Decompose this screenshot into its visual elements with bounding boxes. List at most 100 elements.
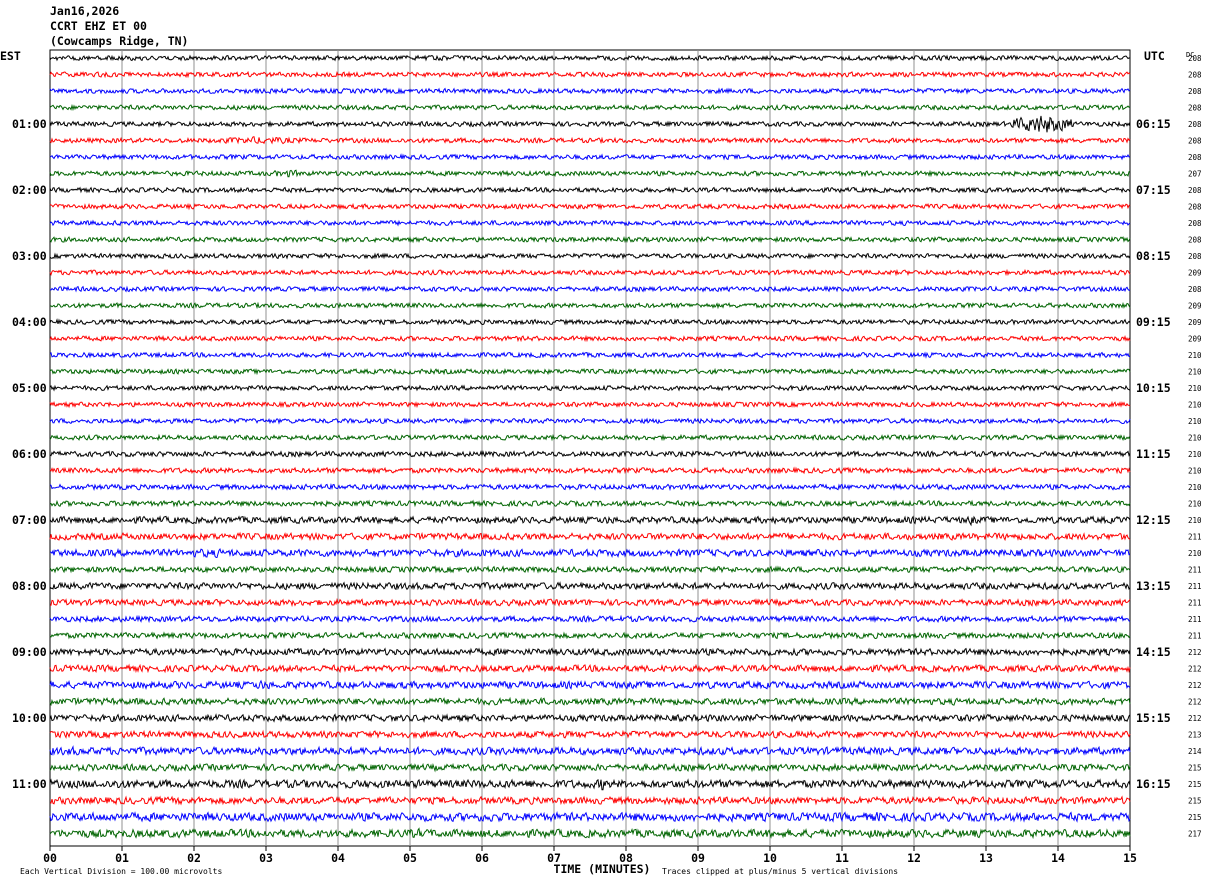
trace-line <box>49 499 1131 508</box>
dc-value-label: 210 <box>1188 500 1202 509</box>
dc-value-label: 208 <box>1188 54 1202 63</box>
est-time-label: 10:00 <box>12 711 47 725</box>
est-time-label: 01:00 <box>12 117 47 131</box>
trace-line <box>49 565 1131 574</box>
dc-value-label: 217 <box>1188 830 1202 839</box>
dc-value-label: 208 <box>1188 137 1202 146</box>
dc-value-label: 210 <box>1188 450 1202 459</box>
utc-time-label: 15:15 <box>1136 711 1171 725</box>
dc-value-label: 208 <box>1188 219 1202 228</box>
dc-value-label: 212 <box>1188 648 1202 657</box>
x-tick-label: 04 <box>331 851 345 865</box>
dc-value-label: 214 <box>1188 747 1202 756</box>
trace-line <box>49 647 1131 657</box>
dc-value-label: 208 <box>1188 87 1202 96</box>
dc-value-label: 211 <box>1188 566 1202 575</box>
trace-line <box>49 87 1131 95</box>
dc-value-label: 211 <box>1188 615 1202 624</box>
dc-value-label: 208 <box>1188 285 1202 294</box>
x-tick-label: 08 <box>619 851 633 865</box>
trace-line <box>49 663 1131 674</box>
trace-line <box>49 745 1131 757</box>
trace-line <box>49 433 1131 442</box>
trace-line <box>49 531 1131 542</box>
dc-value-label: 212 <box>1188 665 1202 674</box>
trace-line <box>49 450 1131 458</box>
dc-value-label: 212 <box>1188 681 1202 690</box>
trace-line <box>49 547 1131 559</box>
dc-value-label: 209 <box>1188 335 1202 344</box>
dc-value-label: 210 <box>1188 368 1202 377</box>
trace-line <box>49 810 1131 823</box>
dc-value-label: 209 <box>1188 269 1202 278</box>
trace-line <box>49 778 1131 791</box>
dc-value-label: 208 <box>1188 120 1202 129</box>
utc-time-label: 11:15 <box>1136 447 1171 461</box>
dc-value-label: 208 <box>1188 104 1202 113</box>
est-time-label: 03:00 <box>12 249 47 263</box>
x-tick-label: 13 <box>979 851 993 865</box>
dc-value-label: 211 <box>1188 632 1202 641</box>
x-tick-label: 10 <box>763 851 777 865</box>
trace-line <box>49 417 1131 425</box>
plot-frame <box>49 49 1131 847</box>
x-tick-label: 15 <box>1123 851 1137 865</box>
trace-line <box>49 795 1131 806</box>
trace-line <box>49 285 1131 293</box>
date-label: Jan16,2026 <box>50 4 120 18</box>
trace-line <box>49 713 1131 723</box>
y-axis-label-right: UTC <box>1144 49 1165 63</box>
trace-line <box>49 318 1131 326</box>
trace-line <box>49 614 1131 624</box>
utc-time-label: 14:15 <box>1136 645 1171 659</box>
utc-time-label: 09:15 <box>1136 315 1171 329</box>
dc-value-label: 215 <box>1188 780 1202 789</box>
est-time-label: 06:00 <box>12 447 47 461</box>
trace-line <box>49 268 1131 277</box>
trace-line <box>49 466 1131 475</box>
trace-line <box>49 515 1131 527</box>
utc-time-label: 12:15 <box>1136 513 1171 527</box>
trace-line <box>49 729 1131 740</box>
trace-line <box>49 186 1131 194</box>
x-tick-label: 12 <box>907 851 921 865</box>
dc-value-label: 213 <box>1188 731 1202 740</box>
dc-value-label: 209 <box>1188 302 1202 311</box>
trace-line <box>49 153 1131 161</box>
est-time-label: 08:00 <box>12 579 47 593</box>
dc-value-label: 208 <box>1188 186 1202 195</box>
trace-line <box>49 696 1131 707</box>
dc-value-label: 209 <box>1188 318 1202 327</box>
dc-value-label: 210 <box>1188 351 1202 360</box>
est-time-label: 07:00 <box>12 513 47 527</box>
x-tick-label: 00 <box>43 851 57 865</box>
clip-note: Traces clipped at plus/minus 5 vertical … <box>662 867 899 876</box>
est-time-label: 04:00 <box>12 315 47 329</box>
x-axis-label: TIME (MINUTES) <box>554 862 651 876</box>
x-tick-label: 01 <box>115 851 129 865</box>
trace-line <box>49 219 1131 227</box>
trace-line <box>49 169 1131 178</box>
y-axis-label-left: EST <box>0 49 21 63</box>
trace-line <box>49 252 1131 260</box>
est-time-label: 09:00 <box>12 645 47 659</box>
trace-line <box>49 827 1131 840</box>
trace-line <box>49 115 1131 133</box>
x-tick-label: 06 <box>475 851 489 865</box>
trace-line <box>49 54 1131 62</box>
trace-line <box>49 70 1131 79</box>
location-label: (Cowcamps Ridge, TN) <box>50 34 189 48</box>
dc-value-label: 211 <box>1188 533 1202 542</box>
dc-value-label: 208 <box>1188 153 1202 162</box>
utc-time-label: 08:15 <box>1136 249 1171 263</box>
dc-value-label: 210 <box>1188 417 1202 426</box>
trace-line <box>49 762 1131 773</box>
scale-note: Each Vertical Division = 100.00 microvol… <box>20 867 223 876</box>
x-tick-label: 03 <box>259 851 273 865</box>
trace-line <box>49 400 1131 409</box>
trace-line <box>49 136 1131 145</box>
est-time-label: 05:00 <box>12 381 47 395</box>
dc-value-label: 211 <box>1188 599 1202 608</box>
dc-value-label: 215 <box>1188 813 1202 822</box>
dc-value-label: 210 <box>1188 483 1202 492</box>
